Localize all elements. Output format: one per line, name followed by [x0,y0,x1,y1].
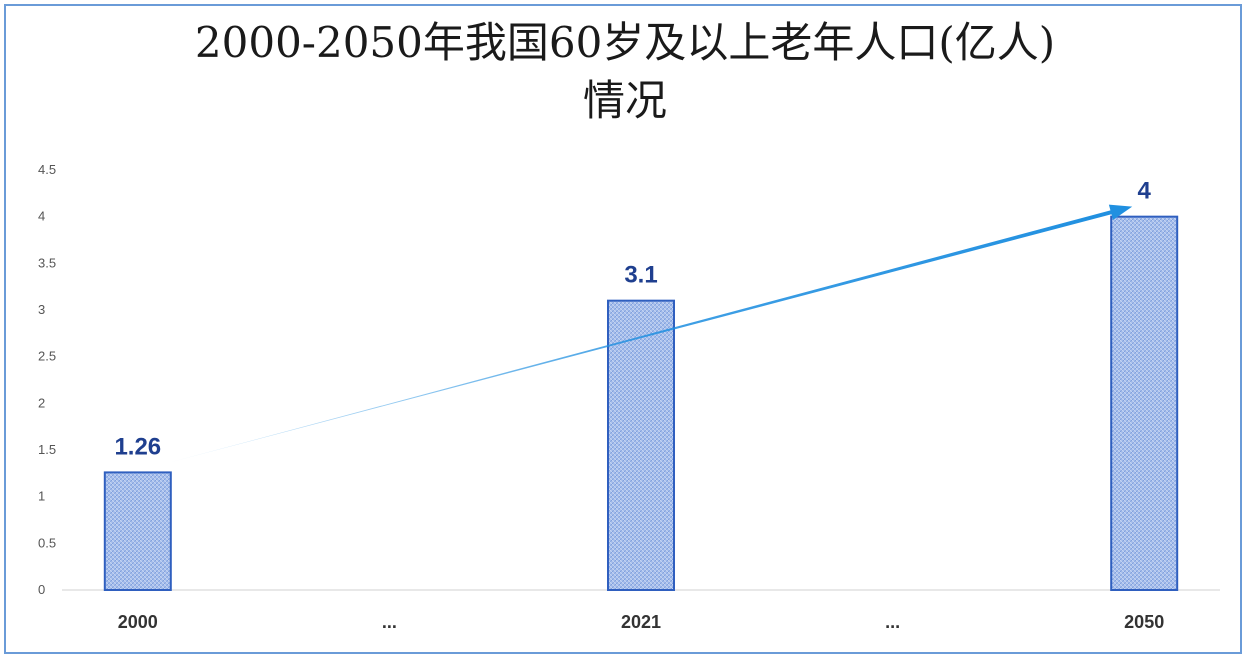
x-tick-label: 2000 [118,612,158,632]
y-tick-label: 2 [38,395,45,410]
y-tick-label: 1.5 [38,442,56,457]
bar [1110,215,1179,592]
x-tick-label: 2021 [621,612,661,632]
y-tick-label: 3 [38,302,45,317]
data-label: 3.1 [624,262,657,289]
y-tick-label: 2.5 [38,349,56,364]
y-tick-label: 4.5 [38,162,56,177]
data-label: 1.26 [114,433,161,460]
y-tick-label: 1 [38,489,45,504]
y-tick-label: 3.5 [38,255,56,270]
x-tick-label: 2050 [1124,612,1164,632]
y-tick-label: 4 [38,209,45,224]
bar [607,299,675,591]
chart-title-line-2: 情况 [582,76,667,125]
bar [103,471,172,591]
y-tick-label: 0 [38,582,45,597]
y-tick-label: 0.5 [38,535,56,550]
data-label: 4 [1138,178,1152,205]
chart-title: 2000-2050年我国60岁及以上老年人口(亿人) 情况 [0,14,1250,130]
x-tick-label: ... [382,612,397,632]
x-tick-label: ... [885,612,900,632]
chart-title-line-1: 2000-2050年我国60岁及以上老年人口(亿人) [194,18,1056,67]
trend-arrow [169,204,1133,463]
